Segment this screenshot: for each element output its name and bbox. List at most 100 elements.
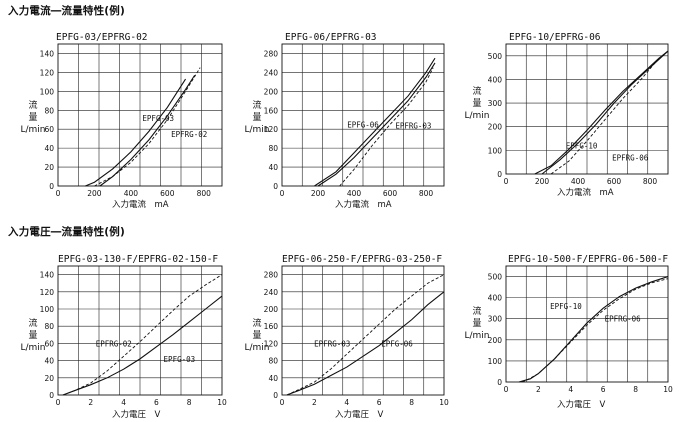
series-annotation: EPFG-10 [566, 142, 598, 151]
series-line-epfg-10-0 [534, 50, 669, 175]
y-tick-label: 40 [268, 374, 278, 383]
x-tick-label: 800 [419, 189, 434, 198]
y-tick-label: 300 [488, 315, 503, 324]
x-tick-label: 0 [280, 398, 285, 407]
series-line-epfg-10-0 [518, 276, 669, 383]
series-annotation: EPFRG-02 [96, 339, 132, 348]
y-tick-label: 0 [49, 391, 54, 400]
ylabel-3: 流量 L/min [464, 87, 490, 121]
x-tick-label: 10 [439, 398, 449, 407]
x-tick-label: 6 [377, 398, 382, 407]
series-annotation: EPFG-03 [164, 355, 196, 364]
chart-title-3: EPFG-10/EPFRG-06 [509, 32, 601, 43]
series-line-epfg-06-0 [286, 291, 445, 396]
ylabel-2: 流量 L/min [244, 101, 270, 135]
xlabel-4: 入力電圧 V [112, 410, 161, 420]
y-tick-label: 500 [488, 52, 503, 61]
x-tick-label: 400 [571, 177, 586, 186]
y-tick-label: 100 [488, 357, 503, 366]
x-tick-label: 0 [56, 189, 61, 198]
plot-frame [505, 43, 669, 175]
y-tick-label: 200 [488, 336, 503, 345]
xlabel-1: 入力電流 mA [112, 200, 169, 210]
y-tick-label: 200 [264, 305, 279, 314]
y-tick-label: 280 [264, 271, 279, 280]
y-tick-label: 60 [44, 339, 54, 348]
series-line-epfg-03-0 [85, 78, 187, 187]
chart-title-1: EPFG-03/EPFRG-02 [56, 32, 148, 43]
x-tick-label: 2 [88, 398, 93, 407]
y-tick-label: 100 [40, 305, 55, 314]
series-line-epfrg-02-2 [94, 67, 201, 187]
series-annotation: EPFRG-03 [314, 339, 350, 348]
y-tick-label: 0 [497, 378, 502, 387]
chart-title-6: EPFG-10-500-F/EPFRG-06-500-F [508, 254, 669, 265]
x-tick-label: 200 [311, 189, 326, 198]
x-tick-label: 6 [601, 385, 606, 394]
y-tick-label: 0 [273, 182, 278, 191]
x-tick-label: 0 [504, 385, 509, 394]
section-title-voltage: 入力電圧―流量特性(例) [8, 226, 125, 238]
y-tick-label: 140 [40, 271, 55, 280]
y-tick-label: 40 [44, 357, 54, 366]
series-annotation: EPFRG-06 [605, 315, 642, 324]
y-tick-label: 80 [44, 322, 54, 331]
ylabel-5: 流量 L/min [244, 319, 270, 353]
series-line-epfg-03-0 [62, 295, 223, 396]
x-tick-label: 0 [56, 398, 61, 407]
y-tick-label: 80 [268, 357, 278, 366]
series-annotation: EPFRG-03 [395, 121, 431, 130]
x-tick-label: 6 [154, 398, 159, 407]
y-tick-label: 20 [44, 374, 54, 383]
x-tick-label: 2 [312, 398, 317, 407]
series-line-epfrg-03-1 [286, 274, 445, 396]
x-tick-label: 600 [383, 189, 398, 198]
y-tick-label: 240 [264, 288, 279, 297]
x-tick-label: 400 [347, 189, 362, 198]
y-tick-label: 80 [268, 144, 278, 153]
x-tick-label: 600 [607, 177, 622, 186]
y-tick-label: 200 [488, 123, 503, 132]
x-tick-label: 8 [187, 398, 192, 407]
series-line-epfg-06-0 [314, 57, 436, 187]
plot-frame [57, 265, 223, 396]
y-tick-label: 100 [40, 87, 55, 96]
x-tick-label: 10 [217, 398, 227, 407]
plot-frame [505, 265, 669, 383]
y-tick-label: 60 [44, 125, 54, 134]
x-tick-label: 2 [536, 385, 541, 394]
y-tick-label: 0 [497, 170, 502, 179]
plot-frame [57, 43, 223, 187]
y-tick-label: 120 [264, 125, 279, 134]
y-tick-label: 240 [264, 68, 279, 77]
x-tick-label: 4 [121, 398, 126, 407]
x-tick-label: 800 [197, 189, 212, 198]
chart-title-5: EPFG-06-250-F/EPFRG-03-250-F [282, 254, 443, 265]
y-tick-label: 280 [264, 49, 279, 58]
chart-title-4: EPFG-03-130-F/EPFRG-02-150-F [58, 254, 219, 265]
y-tick-label: 120 [40, 68, 55, 77]
y-tick-label: 20 [44, 163, 54, 172]
ylabel-4: 流量 L/min [20, 319, 46, 353]
x-tick-label: 0 [504, 177, 509, 186]
xlabel-3: 入力電流 mA [557, 188, 614, 198]
series-annotation: EPFG-06 [347, 120, 379, 129]
series-annotation: EPFG-06 [381, 339, 413, 348]
y-tick-label: 160 [264, 322, 279, 331]
series-line-epfg-10-1 [541, 50, 669, 175]
x-tick-label: 8 [633, 385, 638, 394]
y-tick-label: 500 [488, 273, 503, 282]
y-tick-label: 0 [49, 182, 54, 191]
series-line-epfrg-03-2 [339, 67, 434, 187]
section-title-current: 入力電流―流量特性(例) [8, 5, 125, 17]
series-line-epfg-06-1 [317, 62, 436, 187]
y-tick-label: 400 [488, 75, 503, 84]
y-tick-label: 120 [264, 339, 279, 348]
series-annotation: EPFG-10 [550, 302, 582, 311]
x-tick-label: 8 [409, 398, 414, 407]
xlabel-2: 入力電流 mA [335, 200, 392, 210]
y-tick-label: 160 [264, 106, 279, 115]
x-tick-label: 200 [87, 189, 102, 198]
series-annotation: EPFRG-06 [612, 153, 649, 162]
